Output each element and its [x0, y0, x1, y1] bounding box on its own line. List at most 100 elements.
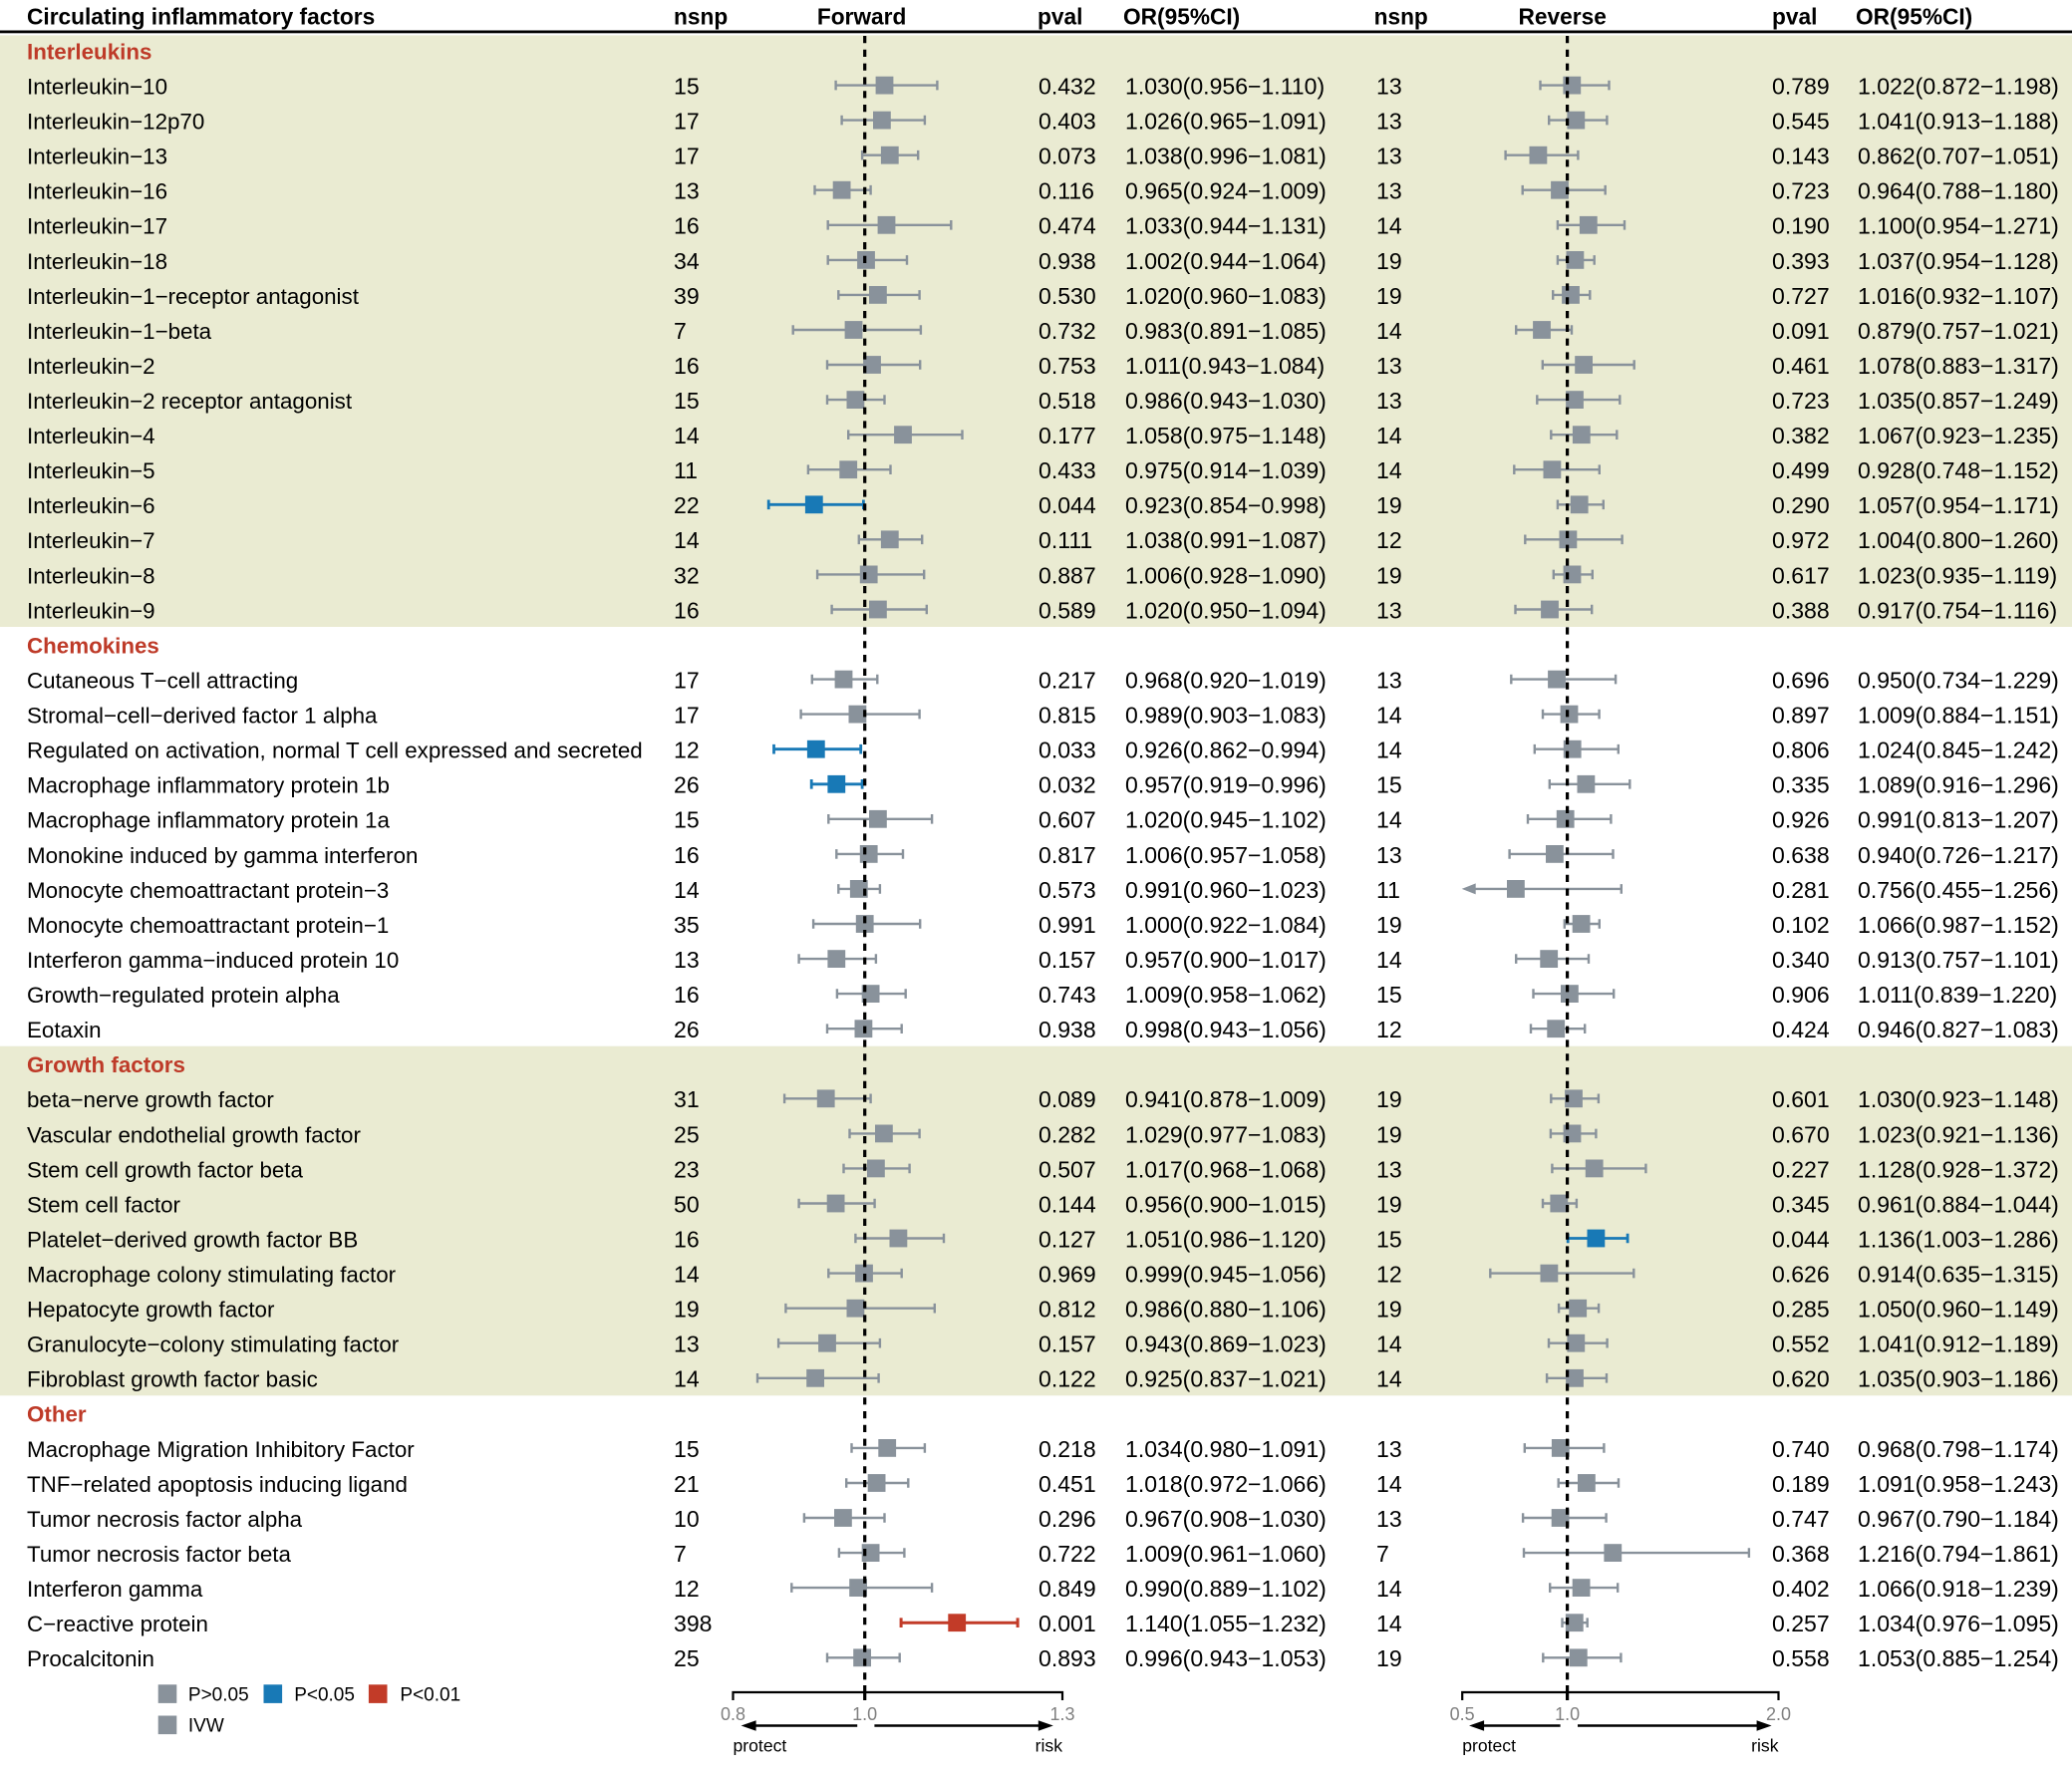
svg-text:1.006(0.928−1.090): 1.006(0.928−1.090) — [1125, 562, 1327, 588]
svg-text:0.906: 0.906 — [1772, 982, 1830, 1008]
svg-text:1.004(0.800−1.260): 1.004(0.800−1.260) — [1858, 527, 2059, 553]
svg-text:35: 35 — [674, 912, 700, 938]
svg-text:1.033(0.944−1.131): 1.033(0.944−1.131) — [1125, 213, 1327, 239]
svg-text:Chemokines: Chemokines — [27, 633, 159, 658]
svg-text:Granulocyte−colony stimulating: Granulocyte−colony stimulating factor — [27, 1332, 400, 1357]
svg-text:Circulating inflammatory facto: Circulating inflammatory factors — [27, 4, 375, 30]
svg-text:Interleukin−9: Interleukin−9 — [27, 598, 155, 623]
svg-text:Reverse: Reverse — [1519, 4, 1607, 30]
svg-text:Monokine induced by gamma inte: Monokine induced by gamma interferon — [27, 843, 418, 868]
svg-text:25: 25 — [674, 1121, 700, 1147]
svg-text:15: 15 — [1376, 1226, 1402, 1252]
svg-text:beta−nerve growth factor: beta−nerve growth factor — [27, 1087, 274, 1112]
svg-text:15: 15 — [1376, 772, 1402, 798]
svg-text:19: 19 — [674, 1297, 700, 1323]
svg-text:13: 13 — [674, 947, 700, 973]
svg-text:14: 14 — [674, 527, 700, 553]
svg-text:19: 19 — [1376, 248, 1402, 274]
svg-text:1.022(0.872−1.198): 1.022(0.872−1.198) — [1858, 74, 2059, 100]
svg-text:1.089(0.916−1.296): 1.089(0.916−1.296) — [1858, 772, 2059, 798]
svg-text:23: 23 — [674, 1156, 700, 1182]
svg-text:0.913(0.757−1.101): 0.913(0.757−1.101) — [1858, 947, 2059, 973]
svg-text:Monocyte chemoattractant prote: Monocyte chemoattractant protein−1 — [27, 913, 389, 938]
svg-text:13: 13 — [1376, 1156, 1402, 1182]
svg-text:0.601: 0.601 — [1772, 1086, 1830, 1112]
svg-text:1.002(0.944−1.064): 1.002(0.944−1.064) — [1125, 248, 1327, 274]
svg-text:13: 13 — [1376, 842, 1402, 868]
svg-text:1.136(1.003−1.286): 1.136(1.003−1.286) — [1858, 1226, 2059, 1252]
svg-text:398: 398 — [674, 1611, 712, 1636]
svg-text:14: 14 — [1376, 703, 1402, 729]
svg-text:1.006(0.957−1.058): 1.006(0.957−1.058) — [1125, 842, 1327, 868]
svg-text:Interleukin−2: Interleukin−2 — [27, 354, 155, 379]
svg-text:14: 14 — [1376, 318, 1402, 344]
svg-text:13: 13 — [1376, 74, 1402, 100]
svg-text:0.887: 0.887 — [1038, 562, 1096, 588]
svg-text:0.983(0.891−1.085): 0.983(0.891−1.085) — [1125, 318, 1327, 344]
svg-text:1.037(0.954−1.128): 1.037(0.954−1.128) — [1858, 248, 2059, 274]
svg-text:0.928(0.748−1.152): 0.928(0.748−1.152) — [1858, 457, 2059, 483]
svg-text:Vascular endothelial growth fa: Vascular endothelial growth factor — [27, 1122, 361, 1147]
svg-text:34: 34 — [674, 248, 700, 274]
svg-text:Regulated on activation, norma: Regulated on activation, normal T cell e… — [27, 738, 643, 763]
svg-text:1.023(0.935−1.119): 1.023(0.935−1.119) — [1858, 562, 2057, 588]
svg-text:15: 15 — [674, 807, 700, 833]
svg-text:P>0.05: P>0.05 — [188, 1684, 249, 1705]
svg-text:26: 26 — [674, 772, 700, 798]
svg-text:Stromal−cell−derived factor 1: Stromal−cell−derived factor 1 alpha — [27, 704, 378, 729]
svg-text:1.038(0.991−1.087): 1.038(0.991−1.087) — [1125, 527, 1327, 553]
svg-text:0.177: 0.177 — [1038, 423, 1096, 448]
svg-text:0.044: 0.044 — [1038, 492, 1096, 518]
svg-text:0.968(0.798−1.174): 0.968(0.798−1.174) — [1858, 1436, 2059, 1462]
svg-text:Interleukin−17: Interleukin−17 — [27, 214, 167, 239]
svg-text:0.727: 0.727 — [1772, 283, 1830, 309]
svg-text:0.893: 0.893 — [1038, 1645, 1096, 1671]
svg-text:1.009(0.884−1.151): 1.009(0.884−1.151) — [1858, 703, 2059, 729]
svg-text:0.946(0.827−1.083): 0.946(0.827−1.083) — [1858, 1017, 2059, 1042]
svg-text:13: 13 — [1376, 388, 1402, 414]
svg-text:0.218: 0.218 — [1038, 1436, 1096, 1462]
svg-text:0.914(0.635−1.315): 0.914(0.635−1.315) — [1858, 1262, 2059, 1288]
svg-text:Monocyte chemoattractant prote: Monocyte chemoattractant protein−3 — [27, 878, 389, 903]
svg-text:0.290: 0.290 — [1772, 492, 1830, 518]
svg-text:Macrophage inflammatory protei: Macrophage inflammatory protein 1a — [27, 808, 390, 833]
svg-text:0.964(0.788−1.180): 0.964(0.788−1.180) — [1858, 178, 2059, 204]
svg-text:Tumor necrosis factor alpha: Tumor necrosis factor alpha — [27, 1507, 303, 1532]
svg-text:14: 14 — [1376, 213, 1402, 239]
svg-text:Stem cell factor: Stem cell factor — [27, 1192, 181, 1217]
svg-text:0.033: 0.033 — [1038, 738, 1096, 763]
svg-text:0.368: 0.368 — [1772, 1541, 1830, 1567]
svg-text:0.111: 0.111 — [1038, 527, 1092, 553]
svg-text:1.091(0.958−1.243): 1.091(0.958−1.243) — [1858, 1471, 2059, 1497]
svg-text:0.957(0.919−0.996): 0.957(0.919−0.996) — [1125, 772, 1327, 798]
svg-text:14: 14 — [1376, 1611, 1402, 1636]
svg-text:0.950(0.734−1.229): 0.950(0.734−1.229) — [1858, 668, 2059, 694]
svg-text:17: 17 — [674, 109, 700, 135]
svg-text:14: 14 — [1376, 457, 1402, 483]
svg-text:0.941(0.878−1.009): 0.941(0.878−1.009) — [1125, 1086, 1327, 1112]
svg-text:Interleukin−6: Interleukin−6 — [27, 493, 155, 518]
svg-text:0.190: 0.190 — [1772, 213, 1830, 239]
svg-text:19: 19 — [1376, 1191, 1402, 1217]
svg-text:1.3: 1.3 — [1049, 1704, 1074, 1724]
svg-text:0.143: 0.143 — [1772, 144, 1830, 169]
svg-text:nsnp: nsnp — [1374, 4, 1428, 30]
svg-text:Growth−regulated protein alpha: Growth−regulated protein alpha — [27, 983, 340, 1008]
svg-text:12: 12 — [1376, 1262, 1402, 1288]
svg-text:7: 7 — [1376, 1541, 1389, 1567]
svg-text:0.747: 0.747 — [1772, 1506, 1830, 1532]
svg-text:0.382: 0.382 — [1772, 423, 1830, 448]
svg-text:0.967(0.790−1.184): 0.967(0.790−1.184) — [1858, 1506, 2059, 1532]
svg-text:Stem cell growth factor beta: Stem cell growth factor beta — [27, 1157, 304, 1182]
svg-text:1.128(0.928−1.372): 1.128(0.928−1.372) — [1858, 1156, 2059, 1182]
svg-text:1.030(0.956−1.110): 1.030(0.956−1.110) — [1125, 74, 1325, 100]
svg-text:0.402: 0.402 — [1772, 1576, 1830, 1602]
svg-text:0.961(0.884−1.044): 0.961(0.884−1.044) — [1858, 1191, 2059, 1217]
svg-text:14: 14 — [674, 1366, 700, 1392]
svg-text:0.032: 0.032 — [1038, 772, 1096, 798]
svg-text:1.029(0.977−1.083): 1.029(0.977−1.083) — [1125, 1121, 1327, 1147]
svg-text:0.116: 0.116 — [1038, 178, 1094, 204]
svg-text:0.044: 0.044 — [1772, 1226, 1830, 1252]
svg-text:protect: protect — [1462, 1736, 1516, 1756]
svg-text:11: 11 — [1376, 877, 1400, 903]
